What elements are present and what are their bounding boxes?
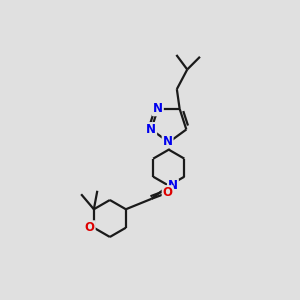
Text: N: N [146, 123, 156, 136]
Text: N: N [153, 102, 163, 115]
Text: O: O [163, 186, 172, 199]
Text: O: O [85, 221, 95, 234]
Text: N: N [168, 179, 178, 192]
Text: N: N [163, 135, 172, 148]
